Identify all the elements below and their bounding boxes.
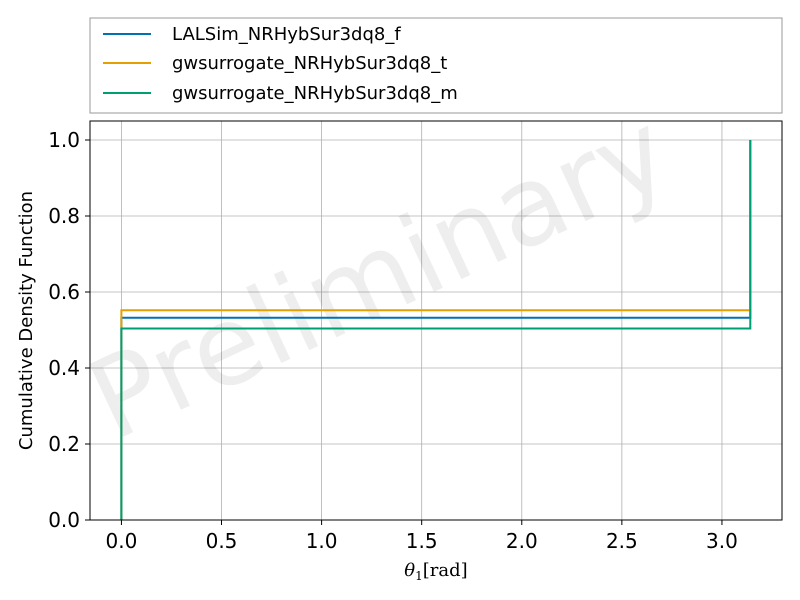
x-tick-label: 3.0 — [706, 529, 738, 553]
x-tick-label: 0.5 — [206, 529, 238, 553]
x-axis-label-unit: [rad] — [423, 560, 468, 581]
y-axis-label: Cumulative Density Function — [16, 191, 37, 450]
y-ticks: 0.0 0.2 0.4 0.6 0.8 1.0 — [48, 128, 90, 532]
x-axis-label-subscript: 1 — [415, 569, 423, 583]
y-tick-label: 0.2 — [48, 432, 80, 456]
watermark-layer: Preliminary — [70, 86, 687, 465]
x-tick-label: 0.0 — [106, 529, 138, 553]
y-tick-label: 1.0 — [48, 128, 80, 152]
legend: LALSim_NRHybSur3dq8_f gwsurrogate_NRHybS… — [89, 17, 783, 114]
plot-frame — [89, 120, 783, 521]
series-layer — [120, 140, 752, 520]
y-tick-label: 0.6 — [48, 280, 80, 304]
x-tick-label: 2.5 — [606, 529, 638, 553]
x-axis-label: θ1[rad] — [404, 560, 467, 583]
x-ticks: 0.0 0.5 1.0 1.5 2.0 2.5 3.0 — [106, 520, 738, 553]
y-tick-label: 0.8 — [48, 204, 80, 228]
legend-label-0: LALSim_NRHybSur3dq8_f — [172, 24, 401, 45]
legend-frame — [89, 17, 783, 114]
grid — [90, 121, 782, 521]
series-line-2 — [120, 140, 752, 520]
x-axis-label-symbol: θ — [404, 560, 415, 581]
watermark: Preliminary — [70, 86, 687, 465]
y-tick-label: 0.0 — [48, 508, 80, 532]
y-tick-label: 0.4 — [48, 356, 80, 380]
legend-label-2: gwsurrogate_NRHybSur3dq8_m — [172, 83, 458, 104]
x-tick-label: 2.0 — [506, 529, 538, 553]
x-tick-label: 1.0 — [306, 529, 338, 553]
legend-label-1: gwsurrogate_NRHybSur3dq8_t — [172, 53, 447, 74]
x-tick-label: 1.5 — [406, 529, 438, 553]
